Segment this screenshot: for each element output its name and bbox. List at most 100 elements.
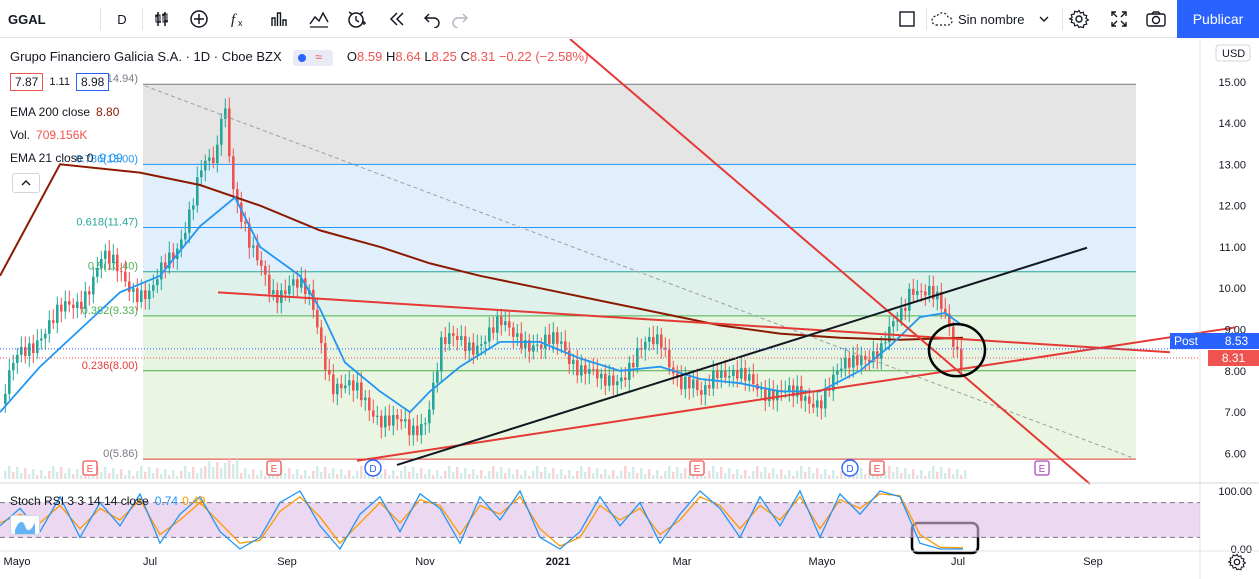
ema21-value: 9.09 — [99, 151, 123, 165]
pane-visibility-icon[interactable] — [10, 515, 40, 535]
volume-bar — [556, 474, 559, 479]
volume-bar — [812, 473, 815, 479]
time-tick-label: Jul — [143, 556, 157, 568]
event-markers[interactable]: E E E E ED D — [82, 459, 1050, 477]
volume-bar — [712, 466, 715, 479]
symbol-search-button[interactable]: GGAL — [8, 0, 46, 38]
candle-body — [532, 345, 535, 352]
candle-body — [328, 369, 331, 375]
ema200-legend[interactable]: EMA 200 close 8.80 — [10, 105, 119, 119]
red-resistance-line[interactable] — [217, 291, 1171, 354]
ask-chip[interactable]: 8.98 — [75, 73, 110, 91]
candlesticks — [4, 97, 963, 446]
candle-body — [224, 108, 227, 119]
earnings-marker[interactable]: E — [82, 460, 98, 476]
add-indicator-icon[interactable] — [188, 0, 210, 38]
svg-text:x: x — [238, 18, 243, 28]
volume-bar — [248, 474, 251, 479]
volume-bar — [672, 472, 675, 479]
price-chart[interactable]: 1(14.94)0.786(13.00)0.618(11.47)0.5(10.4… — [0, 39, 1259, 579]
volume-bar — [936, 472, 939, 479]
earnings-marker[interactable]: E — [689, 460, 705, 476]
volume-bar — [816, 468, 819, 479]
o-label: O — [346, 49, 358, 64]
volume-bar — [212, 467, 215, 479]
candle-body — [920, 291, 923, 293]
ema200-label: EMA 200 close — [10, 105, 91, 119]
candle-body — [540, 344, 543, 349]
bid-ask-widget[interactable]: 7.87 1.11 8.98 — [10, 73, 110, 91]
volume-bar — [460, 473, 463, 479]
candle-body — [60, 304, 63, 312]
layout-name-button[interactable]: Sin nombre — [930, 0, 1060, 38]
trend-lines[interactable] — [0, 39, 1236, 555]
volume-bar — [316, 466, 319, 479]
layout-name-label: Sin nombre — [958, 11, 1025, 27]
candle-body — [392, 414, 395, 426]
highlight-circle[interactable] — [927, 322, 987, 378]
volume-bar — [932, 466, 935, 479]
expand-icon[interactable] — [1108, 0, 1130, 38]
interval-button[interactable]: D — [112, 0, 132, 38]
ema21-legend[interactable]: EMA 21 close 0 9.09 — [10, 151, 123, 165]
camera-icon[interactable] — [1144, 0, 1168, 38]
candle-body — [876, 351, 879, 359]
publish-button[interactable]: Publicar — [1177, 0, 1259, 38]
mode-badges[interactable]: ≈ — [293, 49, 334, 66]
indicator-templates-icon[interactable] — [308, 0, 330, 38]
candle-body — [188, 209, 191, 233]
volume-bar — [100, 472, 103, 479]
volume-bar — [892, 472, 895, 479]
candle-body — [596, 369, 599, 379]
stoch-rsi-legend[interactable]: Stoch RSI 3 3 14 14 close 0.74 0.49 — [10, 494, 205, 508]
earnings-marker[interactable]: E — [869, 460, 885, 476]
volume-bar — [620, 471, 623, 479]
earnings-marker[interactable]: E — [1034, 460, 1050, 476]
volume-bar — [856, 473, 859, 479]
dividend-marker[interactable]: D — [364, 459, 382, 477]
gear-icon[interactable] — [1068, 0, 1090, 38]
volume-bar — [380, 474, 383, 479]
compare-icon[interactable] — [268, 0, 290, 38]
dashed-trend-line[interactable] — [144, 85, 1137, 460]
volume-bar — [468, 474, 471, 479]
chart-settings-gear-icon[interactable] — [1227, 553, 1248, 573]
dividend-marker-circle — [841, 459, 859, 477]
time-tick-label: 2021 — [546, 556, 570, 568]
candle-body — [484, 341, 487, 345]
volume-legend[interactable]: Vol. 709.156K — [10, 128, 87, 142]
candle-body — [716, 370, 719, 379]
bar-style-icon[interactable] — [152, 0, 172, 38]
candle-body — [948, 313, 951, 327]
volume-bar — [64, 473, 67, 479]
candle-body — [404, 419, 407, 422]
earnings-marker[interactable]: E — [266, 460, 282, 476]
undo-icon[interactable] — [422, 0, 442, 38]
stoch-rsi-pane[interactable]: 100.00 0.00 — [0, 482, 1259, 556]
candle-body — [356, 382, 359, 391]
red-downtrend-line[interactable] — [569, 39, 1091, 485]
candle-body — [388, 415, 391, 426]
price-axis[interactable]: USD15.0014.0013.0012.0011.0010.009.008.0… — [1199, 39, 1251, 579]
black-trend-line[interactable] — [396, 246, 1088, 466]
time-axis[interactable]: Mayo Jul Sep Nov 2021 Mar Mayo Jul Sep — [0, 550, 1259, 568]
fullscreen-square-icon[interactable] — [896, 0, 918, 38]
dividend-marker[interactable]: D — [841, 459, 859, 477]
svg-text:f: f — [231, 12, 237, 28]
dividend-marker-label: D — [369, 464, 376, 475]
fibonacci-retracement[interactable]: 1(14.94)0.786(13.00)0.618(11.47)0.5(10.4… — [76, 73, 1136, 460]
replay-icon[interactable] — [386, 0, 408, 38]
candle-body — [424, 423, 427, 425]
collapse-legend-button[interactable] — [12, 173, 40, 193]
volume-bar — [396, 476, 399, 479]
candle-body — [104, 250, 107, 259]
time-tick-label: Jul — [951, 556, 965, 568]
volume-bar — [336, 474, 339, 479]
bid-chip[interactable]: 7.87 — [10, 73, 44, 91]
red-support-line[interactable] — [356, 326, 1236, 462]
volume-bar — [344, 475, 347, 479]
currency-box[interactable] — [1215, 44, 1251, 62]
chart-area[interactable]: 1(14.94)0.786(13.00)0.618(11.47)0.5(10.4… — [0, 39, 1259, 579]
alert-icon[interactable] — [344, 0, 368, 38]
